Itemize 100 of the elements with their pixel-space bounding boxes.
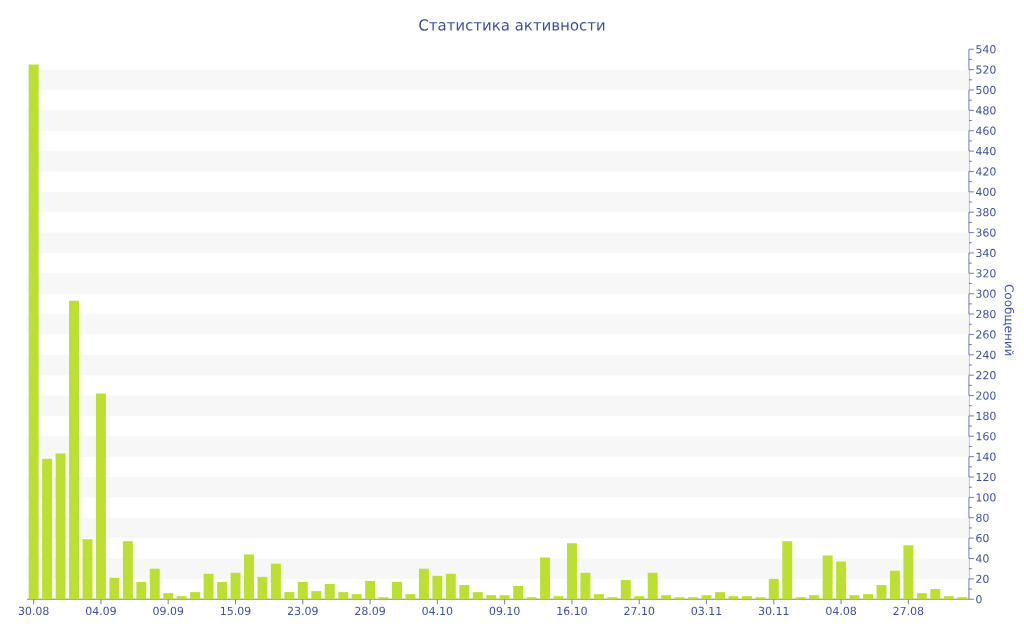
y-tick-label: 160 xyxy=(976,432,996,441)
bar xyxy=(526,597,537,600)
bar xyxy=(445,573,456,600)
bar xyxy=(55,453,66,600)
bar xyxy=(566,543,577,600)
y-tick-label: 260 xyxy=(976,330,996,339)
bar xyxy=(243,554,254,600)
bar xyxy=(418,568,429,600)
bar xyxy=(472,592,483,600)
x-tick-label: 15.09 xyxy=(221,606,251,616)
y-axis-title: Сообщений xyxy=(1003,284,1015,356)
y-tick-label: 500 xyxy=(976,85,996,95)
bar xyxy=(553,596,564,600)
x-tick-label: 30.08 xyxy=(18,606,49,616)
y-tick-label: 200 xyxy=(976,391,996,400)
bar xyxy=(203,573,214,600)
bar xyxy=(620,579,631,600)
bar xyxy=(782,541,793,600)
bar xyxy=(634,596,645,600)
bar xyxy=(755,597,766,600)
bar xyxy=(916,593,927,600)
y-tick-label: 360 xyxy=(976,228,996,237)
y-tick-label: 180 xyxy=(976,411,996,421)
bar xyxy=(513,586,524,600)
y-tick-label: 40 xyxy=(975,554,989,563)
x-tick-label: 09.09 xyxy=(153,606,184,616)
x-tick-label: 27.08 xyxy=(893,606,924,616)
bar xyxy=(499,595,510,600)
bar xyxy=(392,581,402,600)
bar xyxy=(930,589,941,600)
bar xyxy=(876,584,887,600)
x-tick-label: 03.11 xyxy=(691,606,722,616)
y-tick-label: 240 xyxy=(976,350,996,359)
bar xyxy=(378,597,389,600)
bar xyxy=(647,572,658,600)
x-tick-label: 04.09 xyxy=(85,606,116,616)
bar xyxy=(109,577,120,600)
x-tick-label: 30.11 xyxy=(758,606,789,616)
bar xyxy=(149,568,160,600)
bar xyxy=(190,592,201,600)
bar xyxy=(257,576,268,600)
bar xyxy=(284,592,295,600)
bar xyxy=(903,545,914,600)
y-tick-label: 380 xyxy=(976,208,996,217)
bar xyxy=(661,595,672,600)
bar xyxy=(540,557,550,600)
bar xyxy=(768,578,779,600)
bar xyxy=(836,561,847,600)
chart-title: Статистика активности xyxy=(419,19,605,31)
bar xyxy=(270,563,281,600)
y-tick-label: 540 xyxy=(976,45,996,54)
x-tick-label: 27.10 xyxy=(624,606,655,616)
y-tick-label: 440 xyxy=(975,146,996,156)
y-tick-label: 80 xyxy=(976,513,989,522)
bar xyxy=(822,555,833,600)
bar xyxy=(122,541,133,600)
bar xyxy=(136,581,147,600)
y-tick-label: 220 xyxy=(976,371,996,380)
bar xyxy=(795,597,806,600)
bar xyxy=(688,597,699,600)
bar xyxy=(338,592,349,600)
bar xyxy=(957,597,968,600)
x-tick-label: 23.09 xyxy=(287,606,318,616)
y-tick-label: 340 xyxy=(976,248,996,258)
bar xyxy=(217,581,228,600)
y-tick-label: 140 xyxy=(976,452,996,461)
x-tick-label: 04.08 xyxy=(826,606,857,616)
bar xyxy=(95,393,106,600)
bar xyxy=(714,592,725,600)
bar xyxy=(674,597,685,600)
bar xyxy=(607,597,618,600)
bar xyxy=(42,458,53,600)
y-tick-label: 400 xyxy=(975,187,996,196)
bar xyxy=(809,595,820,600)
bar xyxy=(486,595,497,600)
x-tick-label: 28.09 xyxy=(355,606,385,616)
y-tick-label: 280 xyxy=(976,309,996,319)
y-tick-label: 0 xyxy=(976,595,982,604)
bar xyxy=(459,584,470,600)
bar xyxy=(324,583,335,600)
bar xyxy=(593,594,604,600)
y-tick-label: 480 xyxy=(975,106,996,115)
bar xyxy=(69,300,79,600)
x-tick-label: 16.10 xyxy=(557,606,587,616)
bar xyxy=(351,594,362,600)
bar xyxy=(863,594,873,600)
bar xyxy=(311,591,322,600)
bar xyxy=(405,594,416,600)
bar xyxy=(432,575,443,600)
bar xyxy=(365,580,376,600)
y-tick-label: 460 xyxy=(975,126,996,135)
bar xyxy=(297,581,308,600)
bar xyxy=(889,570,900,600)
y-tick-label: 20 xyxy=(976,574,989,584)
y-tick-label: 60 xyxy=(976,534,989,543)
bar xyxy=(28,64,39,600)
y-tick-label: 320 xyxy=(976,269,996,278)
bar xyxy=(163,593,174,600)
bar xyxy=(580,572,591,600)
bar xyxy=(82,539,93,600)
